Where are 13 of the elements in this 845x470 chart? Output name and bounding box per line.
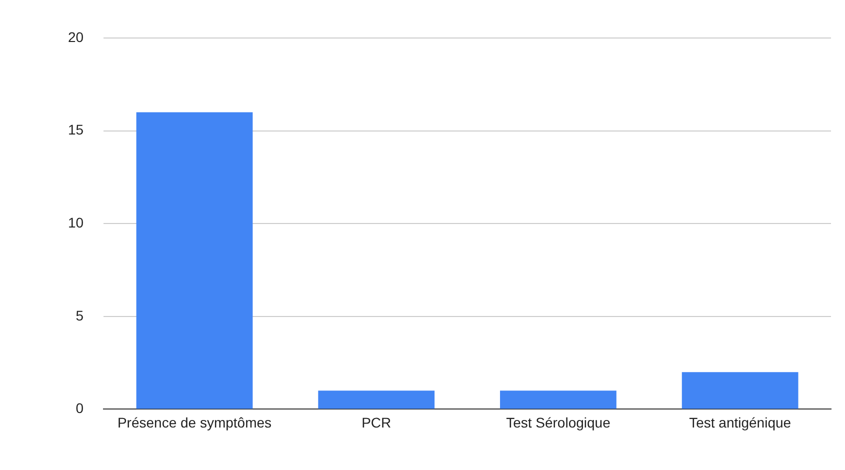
- bar: [682, 372, 798, 409]
- y-tick-label: 10: [68, 214, 84, 230]
- bar: [500, 390, 616, 409]
- y-tick-label: 20: [68, 28, 84, 45]
- y-tick-label: 15: [68, 122, 84, 138]
- bar: [318, 390, 435, 409]
- x-tick-label: Test Sérologique: [506, 414, 611, 430]
- y-tick-label: 5: [76, 307, 84, 324]
- bar: [136, 112, 253, 409]
- y-tick-label: 0: [76, 400, 84, 416]
- x-tick-label: Test antigénique: [689, 414, 792, 430]
- x-tick-label: PCR: [362, 414, 392, 430]
- x-tick-label: Présence de symptômes: [117, 414, 272, 430]
